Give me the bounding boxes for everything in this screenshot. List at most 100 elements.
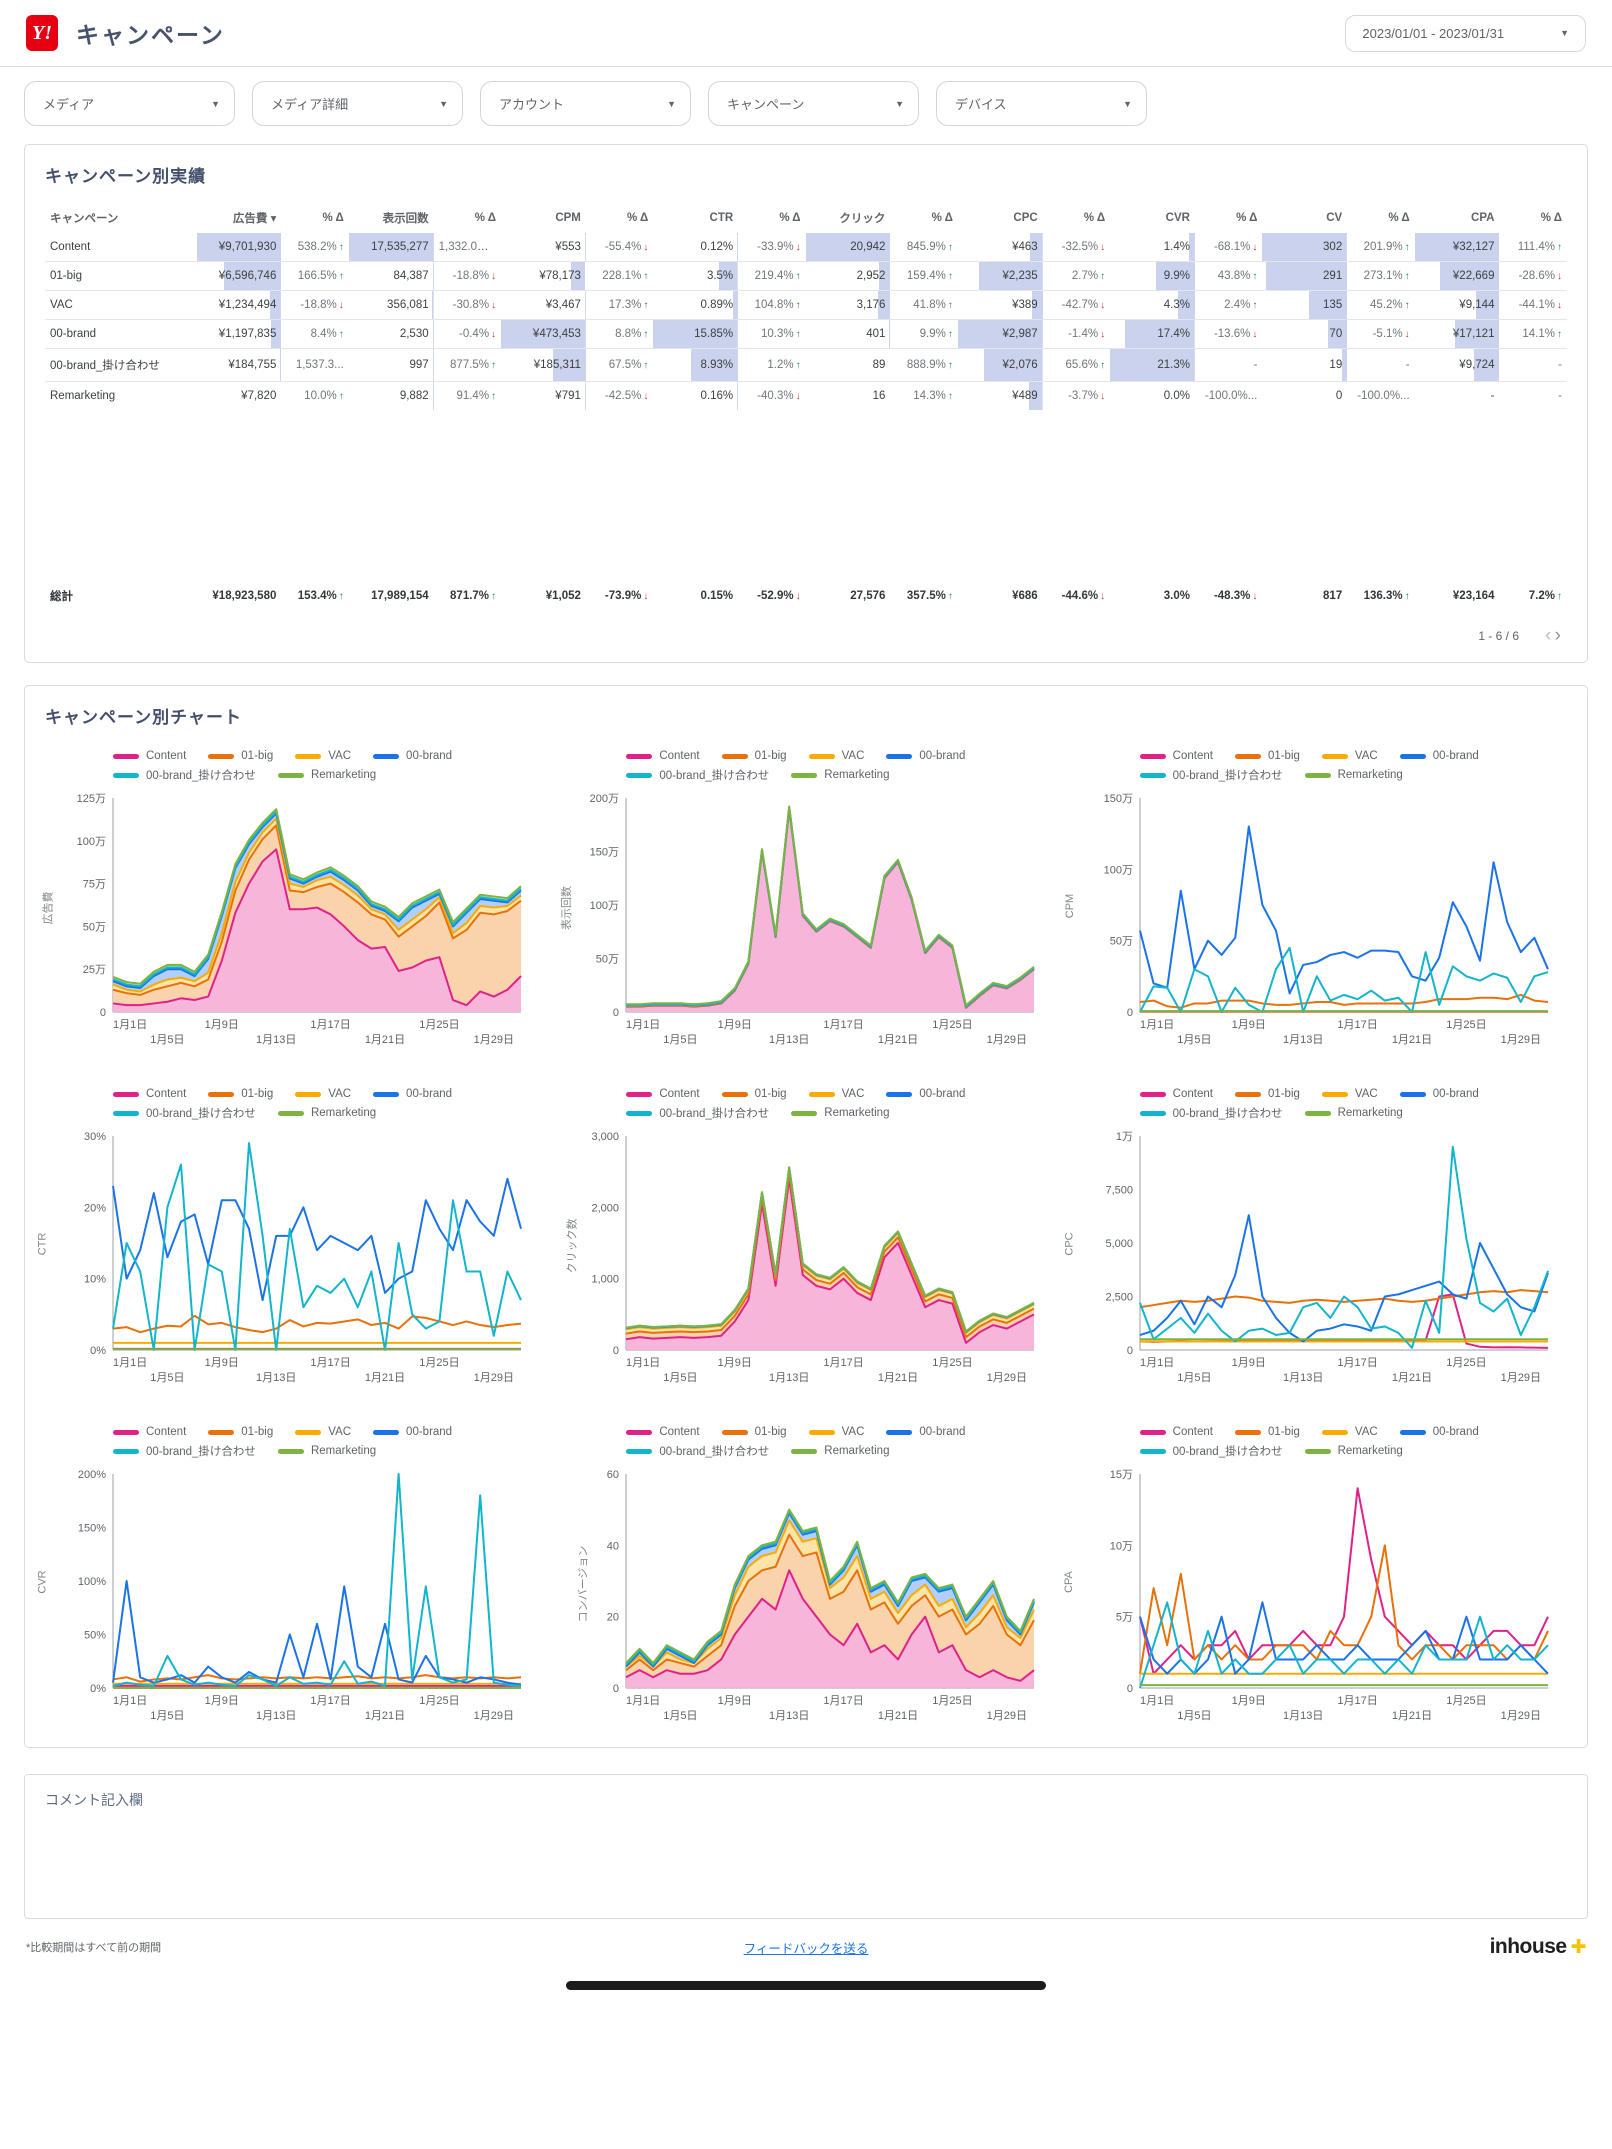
svg-text:1月17日: 1月17日 (824, 1357, 864, 1369)
table-row: VAC ¥1,234,494 -18.8% ↓ 356,081 -30.8% ↓ ¥3,467… (45, 290, 1567, 320)
legend-swatch (721, 1091, 748, 1097)
column-header-2[interactable]: % Δ (322, 212, 344, 224)
plus-icon: ✚ (1570, 1936, 1587, 1958)
svg-text:100万: 100万 (77, 836, 106, 848)
chart-ad-cost: Content 01-big VAC 00-brand 00-brand_掛け合わせ Re… (43, 750, 540, 1054)
column-header-1[interactable]: 広告費 ▾ (232, 213, 277, 225)
next-page-button[interactable]: › (1554, 625, 1561, 646)
campaign-table: キャンペーン 広告費 ▾ % Δ 表示回数 % Δ CPM % Δ CTR % Δ クリック % Δ… (45, 203, 1567, 612)
prev-page-button[interactable]: ‹ (1545, 625, 1552, 646)
app-header: Y! キャンペーン 2023/01/01 - 2023/01/31 ▼ (0, 0, 1612, 66)
svg-text:1月21日: 1月21日 (878, 1710, 918, 1722)
arrow-up-icon: ↑ (947, 271, 953, 282)
svg-text:1月9日: 1月9日 (205, 1019, 239, 1031)
column-header-13[interactable]: CVR (1165, 212, 1190, 224)
legend-item: VAC (295, 750, 351, 762)
filter-device[interactable]: デバイス ▼ (936, 81, 1147, 126)
filter-media-detail[interactable]: メディア詳細 ▼ (252, 81, 463, 126)
arrow-down-icon: ↓ (795, 391, 801, 402)
chart-cvr: Content 01-big VAC 00-brand 00-brand_掛け合わせ Re… (37, 1426, 540, 1730)
legend-swatch (886, 753, 913, 759)
svg-text:10万: 10万 (1109, 1540, 1132, 1552)
column-header-5[interactable]: CPM (555, 212, 581, 224)
date-range-picker[interactable]: 2023/01/01 - 2023/01/31 ▼ (1345, 14, 1586, 52)
column-header-9[interactable]: クリック (839, 213, 886, 225)
legend-swatch (721, 753, 748, 759)
column-header-15[interactable]: CV (1326, 212, 1343, 224)
svg-text:1月29日: 1月29日 (987, 1372, 1027, 1384)
value-cell: 0.15% (700, 590, 734, 602)
legend-item: Content (113, 1426, 186, 1438)
column-header-0[interactable]: キャンペーン (50, 213, 119, 225)
column-header-3[interactable]: 表示回数 (382, 213, 429, 225)
column-header-18[interactable]: % Δ (1540, 212, 1562, 224)
legend-item: 01-big (1234, 750, 1300, 762)
svg-text:1月5日: 1月5日 (1177, 1710, 1211, 1722)
legend-item: 01-big (1234, 1426, 1300, 1438)
chevron-down-icon: ▼ (1123, 98, 1132, 109)
chart-cpm: Content 01-big VAC 00-brand 00-brand_掛け合わせ Re… (1064, 750, 1567, 1054)
send-feedback-link[interactable]: フィードバックを送る (743, 1941, 869, 1956)
arrow-up-icon: ↑ (491, 360, 497, 371)
svg-text:30%: 30% (84, 1131, 106, 1143)
svg-text:0: 0 (613, 1345, 619, 1357)
date-range-value: 2023/01/01 - 2023/01/31 (1362, 25, 1505, 41)
legend-item: 01-big (721, 1426, 787, 1438)
svg-text:1月1日: 1月1日 (1140, 1695, 1174, 1707)
chevron-down-icon: ▼ (1560, 28, 1569, 38)
column-header-10[interactable]: % Δ (931, 212, 953, 224)
svg-text:1月25日: 1月25日 (1446, 1357, 1486, 1369)
column-header-8[interactable]: % Δ (779, 212, 801, 224)
legend-item: 00-brand (373, 750, 452, 762)
delta-cell: -73.9% ↓ (604, 590, 649, 602)
svg-text:40: 40 (607, 1540, 619, 1552)
legend-swatch (1399, 1091, 1426, 1097)
filter-account[interactable]: アカウント ▼ (480, 81, 691, 126)
delta-cell: 888.9% ↑ (906, 359, 953, 371)
delta-cell: 159.4% ↑ (906, 270, 953, 282)
column-header-14[interactable]: % Δ (1236, 212, 1258, 224)
legend-item: 00-brand_掛け合わせ (113, 1105, 256, 1121)
svg-text:1月5日: 1月5日 (150, 1372, 184, 1384)
column-header-7[interactable]: CTR (709, 212, 734, 224)
value-cell: ¥791 (501, 381, 586, 410)
column-header-4[interactable]: % Δ (474, 212, 497, 224)
value-cell: 291 (1262, 261, 1348, 291)
table-pagination: 1 - 6 / 6 ‹ › (45, 626, 1567, 645)
legend-swatch (277, 1110, 304, 1116)
value-cell: 21.3% (1110, 348, 1195, 382)
svg-text:1月21日: 1月21日 (365, 1034, 405, 1046)
svg-text:1月1日: 1月1日 (1140, 1357, 1174, 1369)
svg-text:0: 0 (613, 1007, 619, 1019)
legend-item: Content (113, 750, 186, 762)
column-header-11[interactable]: CPC (1013, 212, 1038, 224)
svg-text:1月29日: 1月29日 (1500, 1372, 1540, 1384)
arrow-up-icon: ↑ (795, 329, 801, 340)
value-cell: 19 (1262, 348, 1348, 382)
column-header-12[interactable]: % Δ (1083, 212, 1106, 224)
legend-item: 00-brand (886, 1426, 965, 1438)
delta-cell: -30.8% ↓ (452, 299, 497, 311)
arrow-up-icon: ↑ (491, 591, 497, 602)
table-total-row: 総計 ¥18,923,580 153.4% ↑ 17,989,154 871.7% ↑ ¥1,… (45, 578, 1567, 612)
delta-cell: 153.4% ↑ (297, 590, 344, 602)
campaign-name: 00-brand_掛け合わせ (50, 360, 160, 372)
column-header-17[interactable]: CPA (1471, 212, 1495, 224)
column-header-6[interactable]: % Δ (627, 212, 649, 224)
legend-swatch (1139, 1429, 1166, 1435)
comment-box[interactable]: コメント記入欄 (24, 1774, 1588, 1919)
legend-swatch (1304, 1110, 1331, 1116)
column-header-16[interactable]: % Δ (1388, 212, 1410, 224)
value-cell: ¥78,173 (501, 261, 586, 291)
value-cell: ¥686 (1012, 590, 1038, 602)
svg-text:1万: 1万 (1116, 1131, 1133, 1143)
filter-media[interactable]: メディア ▼ (24, 81, 235, 126)
filter-campaign[interactable]: キャンペーン ▼ (708, 81, 919, 126)
svg-text:150%: 150% (78, 1523, 106, 1535)
arrow-up-icon: ↑ (338, 329, 344, 340)
arrow-down-icon: ↓ (1100, 300, 1106, 311)
delta-cell: -68.1% ↓ (1213, 241, 1258, 253)
svg-text:60: 60 (607, 1469, 619, 1481)
